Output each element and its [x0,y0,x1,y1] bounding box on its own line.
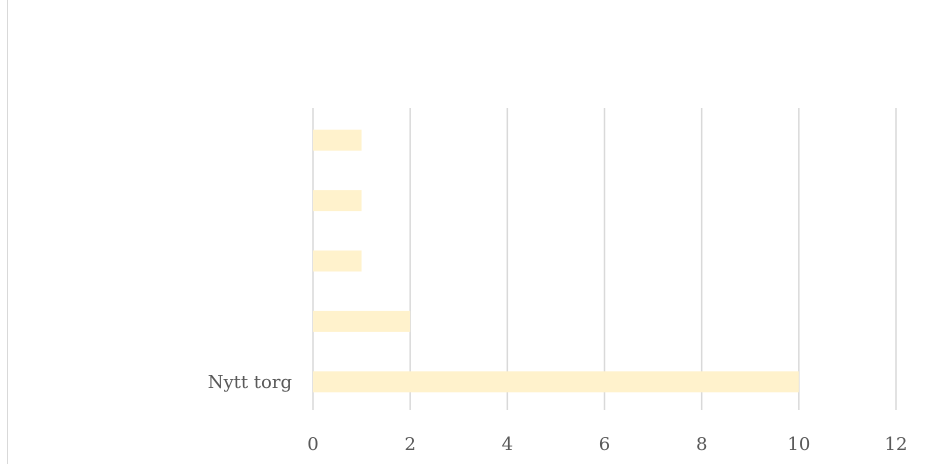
chart-left-border [7,0,8,464]
bar-2 [313,310,411,332]
category-labels: Nytt torg [208,372,292,393]
bar-layer [313,129,799,393]
x-tick-label-12: 12 [885,434,908,455]
bar-1 [313,371,799,393]
x-tick-label-8: 8 [696,434,707,455]
grid-layer [312,108,897,410]
x-tick-label-6: 6 [599,434,610,455]
category-label-1: Nytt torg [208,372,292,393]
x-tick-label-0: 0 [307,434,318,455]
x-tick-labels: 0 2 4 6 8 10 12 [307,434,907,455]
bar-3 [313,250,362,272]
x-tick-label-2: 2 [404,434,415,455]
x-tick-label-4: 4 [502,434,513,455]
bar-4 [313,190,362,212]
bar-5 [313,129,362,151]
x-tick-label-10: 10 [787,434,810,455]
